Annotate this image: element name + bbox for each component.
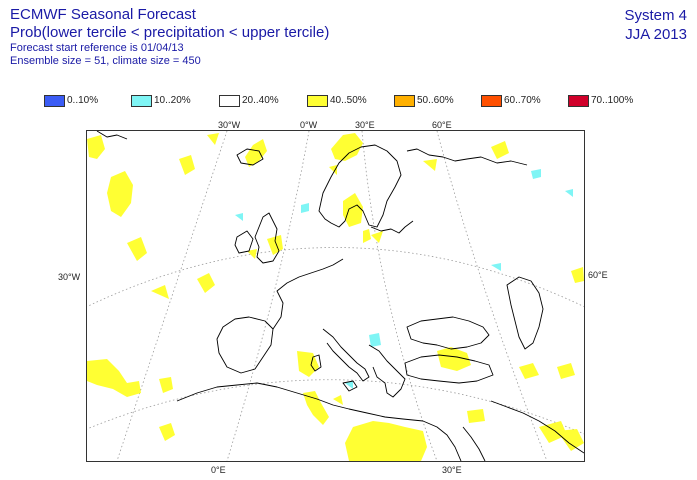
ensemble-size: Ensemble size = 51, climate size = 450: [10, 55, 201, 67]
legend-label: 10..20%: [154, 95, 191, 106]
coastline-arabia: [490, 400, 584, 454]
forecast-reference: Forecast start reference is 01/04/13: [10, 42, 184, 54]
tick-bottom-30e: 30°E: [442, 465, 462, 475]
prob-patch: [345, 381, 353, 389]
tick-top-0w: 0°W: [300, 120, 318, 130]
prob-patch: [329, 165, 337, 175]
meridian-line: [436, 131, 548, 461]
prob-patch: [151, 285, 169, 299]
coastline-scandinavia: [318, 144, 402, 228]
prob-patch: [301, 203, 309, 213]
prob-patch: [423, 159, 437, 171]
prob-patch: [437, 347, 471, 371]
tick-left-30w: 30°W: [58, 272, 81, 282]
coastline-greenland: [96, 131, 128, 140]
tick-top-60e: 60°E: [432, 120, 452, 130]
prob-patch: [491, 263, 501, 271]
probability-10-20-areas: [235, 169, 573, 389]
prob-patch: [531, 169, 541, 179]
prob-patch: [331, 133, 363, 161]
legend-swatch: [307, 95, 328, 107]
prob-patch: [197, 273, 215, 293]
meridian-line: [361, 131, 438, 461]
prob-patch: [519, 363, 539, 379]
legend-label: 20..40%: [242, 95, 279, 106]
prob-patch: [127, 237, 147, 261]
prob-patch: [571, 267, 584, 283]
legend-swatch: [44, 95, 65, 107]
prob-patch: [207, 133, 219, 145]
coastline-ireland: [234, 230, 254, 254]
prob-patch: [159, 377, 173, 393]
coastline-russia-north: [406, 148, 528, 166]
coastline-sardinia: [310, 354, 322, 372]
coastline-turkey: [404, 354, 494, 384]
prob-patch: [87, 359, 141, 397]
coastline-iberia: [216, 316, 274, 374]
prob-patch: [297, 351, 319, 377]
forecast-map: [86, 130, 585, 462]
prob-patch: [333, 395, 343, 405]
legend-swatch: [219, 95, 240, 107]
season-label: JJA 2013: [625, 26, 687, 43]
coastline-red-sea: [462, 426, 486, 461]
tick-bottom-0e: 0°E: [211, 465, 226, 475]
system-name: System 4: [624, 7, 687, 24]
map-canvas: [87, 131, 584, 461]
legend-swatch: [568, 95, 589, 107]
tick-top-30w: 30°W: [218, 120, 241, 130]
prob-patch: [345, 421, 427, 461]
prob-patch: [107, 171, 133, 217]
header: ECMWF Seasonal Forecast Prob(lower terci…: [10, 6, 329, 68]
parallel-line: [87, 379, 584, 435]
legend-label: 50..60%: [417, 95, 454, 106]
prob-patch: [491, 141, 509, 159]
system-info: System 4 JJA 2013: [624, 6, 687, 44]
prob-patch: [245, 139, 267, 167]
coastline-britain: [254, 212, 280, 264]
prob-patch: [539, 421, 567, 443]
probability-40-50-areas: [87, 133, 584, 461]
coastline-balkans: [368, 344, 406, 398]
prob-patch: [343, 193, 363, 227]
legend-label: 0..10%: [67, 95, 99, 106]
legend-label: 70..100%: [591, 95, 634, 106]
coastline-africa-north: [176, 382, 462, 461]
graticule: [87, 131, 584, 461]
coastline-caspian: [506, 276, 544, 350]
prob-patch: [557, 363, 575, 379]
coastline-france-benelux: [272, 258, 344, 330]
tick-right-60e: 60°E: [588, 270, 608, 280]
prob-patch: [557, 429, 584, 451]
tick-top-30e: 30°E: [355, 120, 375, 130]
coastline-iceland: [236, 148, 264, 166]
prob-patch: [159, 423, 175, 441]
meridian-line: [226, 131, 310, 461]
prob-patch: [363, 229, 371, 243]
chart-title: ECMWF Seasonal Forecast: [10, 6, 196, 23]
prob-patch: [467, 409, 485, 423]
legend-label: 40..50%: [330, 95, 367, 106]
prob-patch: [247, 249, 257, 259]
prob-patch: [371, 231, 383, 243]
legend-swatch: [394, 95, 415, 107]
legend-swatch: [131, 95, 152, 107]
coastline-baltic: [370, 220, 414, 234]
legend-label: 60..70%: [504, 95, 541, 106]
meridian-line: [116, 131, 228, 461]
prob-patch: [565, 189, 573, 197]
coastline-italy: [322, 328, 370, 382]
coastline-black-sea: [406, 316, 490, 350]
legend-swatch: [481, 95, 502, 107]
prob-patch: [87, 135, 105, 159]
chart-subtitle: Prob(lower tercile < precipitation < upp…: [10, 24, 330, 41]
prob-patch: [369, 333, 381, 347]
prob-patch: [235, 213, 243, 221]
coastline-sicily: [342, 380, 358, 392]
parallel-line: [87, 247, 584, 308]
prob-patch: [179, 155, 195, 175]
coastlines: [96, 131, 584, 461]
prob-patch: [303, 391, 329, 425]
